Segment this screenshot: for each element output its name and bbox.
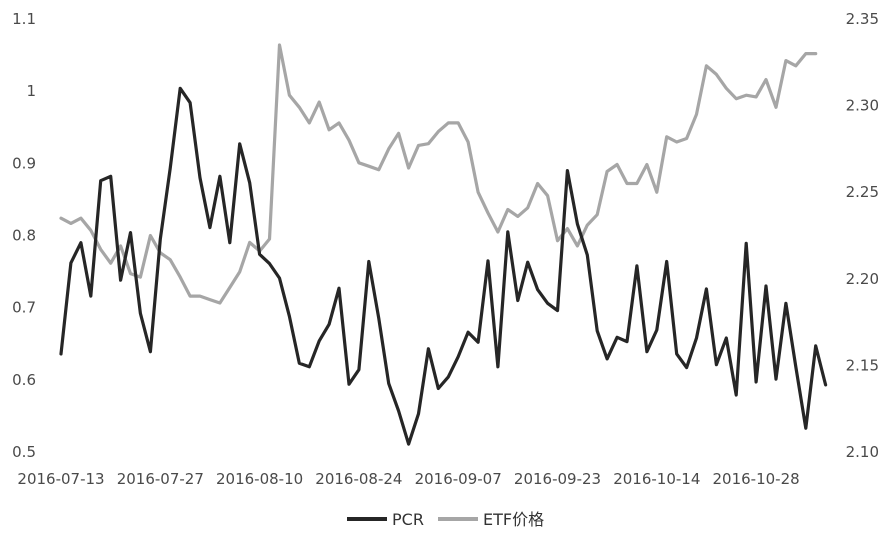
x-axis-ticks: 2016-07-13 2016-07-27 2016-08-10 2016-08-24… <box>17 470 799 488</box>
y-left-tick-label: 0.8 <box>12 227 36 245</box>
y-right-tick-label: 2.30 <box>846 97 879 115</box>
legend-label-pcr: PCR <box>392 510 424 529</box>
x-tick-label: 2016-10-28 <box>713 470 800 488</box>
y-left-tick-label: 0.5 <box>12 443 36 461</box>
x-tick-label: 2016-09-23 <box>514 470 601 488</box>
y-right-tick-label: 2.35 <box>846 10 879 28</box>
x-tick-label: 2016-07-27 <box>117 470 204 488</box>
x-tick-label: 2016-08-10 <box>216 470 303 488</box>
y-axis-left-ticks: 0.5 0.6 0.7 0.8 0.9 1 1.1 <box>12 10 36 461</box>
y-left-tick-label: 1 <box>26 82 36 100</box>
y-left-tick-label: 1.1 <box>12 10 36 28</box>
series-layer <box>59 43 828 446</box>
y-right-tick-label: 2.15 <box>846 356 879 374</box>
x-tick-label: 2016-07-13 <box>17 470 104 488</box>
y-right-tick-label: 2.25 <box>846 183 879 201</box>
y-axis-right-ticks: 2.10 2.15 2.20 2.25 2.30 2.35 <box>846 10 879 461</box>
x-tick-label: 2016-08-24 <box>315 470 402 488</box>
y-left-tick-label: 0.9 <box>12 154 36 172</box>
y-right-tick-label: 2.20 <box>846 270 879 288</box>
y-right-tick-label: 2.10 <box>846 443 879 461</box>
x-tick-label: 2016-09-07 <box>415 470 502 488</box>
legend: PCR ETF价格 <box>347 510 544 529</box>
etf-price-series-line <box>59 43 818 305</box>
legend-label-etf: ETF价格 <box>483 510 544 529</box>
y-left-tick-label: 0.7 <box>12 299 36 317</box>
pcr-series-line <box>59 86 828 446</box>
y-left-tick-label: 0.6 <box>12 371 36 389</box>
x-tick-label: 2016-10-14 <box>613 470 700 488</box>
